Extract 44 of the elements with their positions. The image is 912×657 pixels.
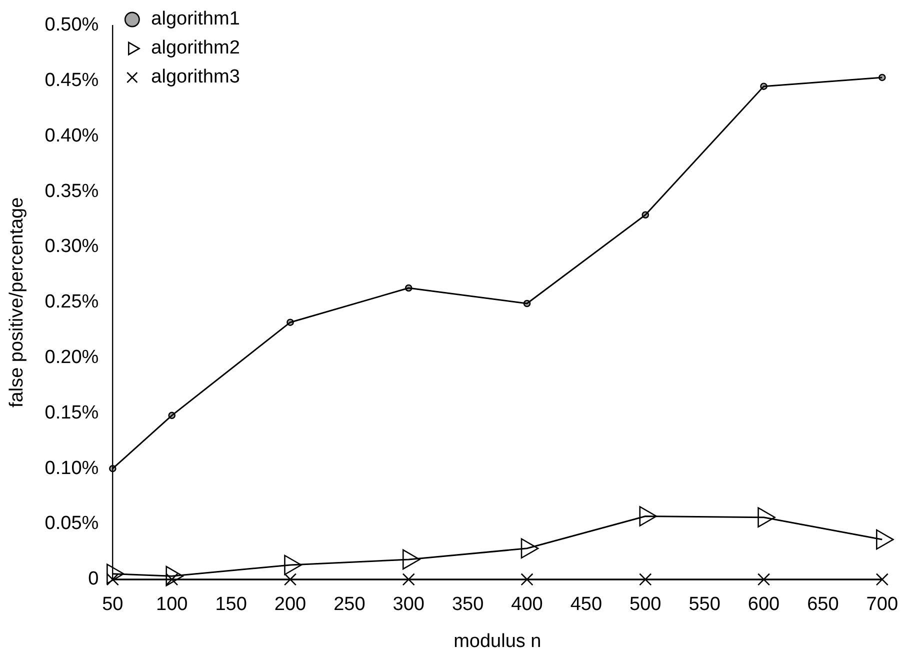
x-tick-label: 450 — [570, 594, 602, 616]
x-tick-label: 350 — [452, 594, 484, 616]
x-tick-label: 650 — [807, 594, 839, 616]
y-tick-label: 0.30% — [44, 236, 99, 258]
y-axis-title: false positive/percentage — [6, 197, 28, 408]
point — [402, 573, 415, 586]
y-tick-label: 0.15% — [44, 402, 99, 424]
point — [757, 573, 770, 586]
x-tick-label: 300 — [392, 594, 424, 616]
point — [168, 412, 176, 420]
legend-label: algorithm2 — [151, 38, 240, 59]
legend-label: algorithm1 — [151, 8, 240, 30]
x-tick-label: 550 — [688, 594, 720, 616]
point — [109, 464, 116, 472]
y-tick-label: 0.35% — [44, 180, 99, 202]
x-tick-label: 50 — [102, 594, 124, 616]
y-tick-label: 0 — [88, 568, 99, 590]
y-tick-label: 0.05% — [44, 513, 99, 534]
y-tick-label: 0.40% — [44, 125, 99, 146]
point — [284, 573, 297, 586]
point — [878, 74, 886, 82]
point — [642, 211, 650, 219]
y-tick-label: 0.20% — [44, 347, 99, 368]
point — [404, 284, 412, 292]
x-tick-label: 600 — [748, 594, 780, 616]
x-tick-label: 700 — [866, 594, 898, 616]
point — [760, 82, 768, 90]
point — [523, 300, 531, 308]
x-tick-label: 400 — [511, 594, 543, 616]
x-axis-title: modulus n — [454, 630, 542, 652]
y-tick-label: 0.45% — [44, 70, 99, 92]
x-tick-label: 500 — [630, 594, 662, 616]
point — [639, 573, 652, 586]
x-tick-label: 250 — [334, 594, 366, 616]
y-tick-label: 0.25% — [44, 292, 99, 313]
x-tick-label: 150 — [215, 594, 247, 616]
y-tick-label: 0.50% — [44, 14, 99, 36]
legend-label: algorithm3 — [151, 66, 240, 88]
point — [520, 573, 534, 586]
point — [286, 318, 294, 326]
x-tick-label: 200 — [274, 594, 306, 616]
x-tick-label: 100 — [156, 594, 188, 616]
point — [876, 573, 888, 586]
y-tick-label: 0.10% — [44, 458, 99, 479]
